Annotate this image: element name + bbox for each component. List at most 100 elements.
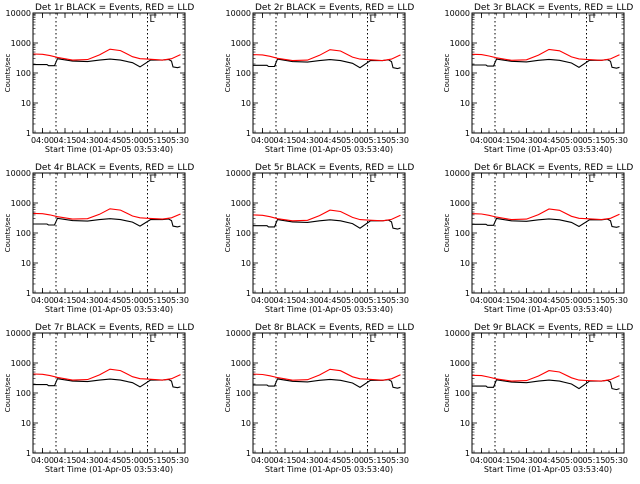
y-tick-label: 100	[236, 389, 251, 398]
x-tick-label: 05:00	[341, 456, 364, 465]
marker-annotation: L	[589, 335, 594, 345]
x-tick-label: 04:30	[296, 136, 319, 145]
panel-title: Det 1r BLACK = Events, RED = LLD	[35, 3, 194, 13]
x-tick-label: 04:00	[31, 296, 54, 305]
marker-annotation: L	[589, 175, 594, 185]
y-tick-label: 10	[21, 419, 31, 428]
x-tick-label: 05:15	[582, 296, 605, 305]
y-tick-label: 10	[460, 259, 470, 268]
x-tick-label: 04:45	[318, 296, 341, 305]
x-tick-label: 04:15	[492, 456, 515, 465]
y-tick-label: 10	[460, 99, 470, 108]
detector-panel: Det 3r BLACK = Events, RED = LLD11010010…	[443, 3, 633, 154]
x-tick-label: 04:15	[53, 456, 76, 465]
x-tick-label: 04:00	[251, 456, 274, 465]
panel-title: Det 3r BLACK = Events, RED = LLD	[474, 3, 633, 13]
x-tick-label: 04:15	[273, 456, 296, 465]
y-axis-label: Counts/sec	[224, 214, 232, 253]
panel-title: Det 5r BLACK = Events, RED = LLD	[255, 163, 414, 173]
x-axis-label: Start Time (01-Apr-05 03:53:40)	[484, 305, 612, 314]
x-tick-label: 05:30	[166, 456, 189, 465]
marker-annotation: L	[150, 15, 155, 25]
y-tick-label: 1000	[11, 199, 31, 208]
x-tick-label: 05:00	[121, 456, 144, 465]
y-tick-label: 10000	[445, 329, 470, 338]
detector-panel: Det 8r BLACK = Events, RED = LLD11010010…	[224, 323, 414, 474]
x-tick-label: 05:00	[121, 136, 144, 145]
x-tick-label: 04:45	[98, 296, 121, 305]
detector-panel: Det 7r BLACK = Events, RED = LLD11010010…	[4, 323, 194, 474]
y-tick-label: 10	[460, 419, 470, 428]
y-axis-label: Counts/sec	[443, 54, 451, 93]
y-axis-label: Counts/sec	[443, 214, 451, 253]
y-tick-label: 1000	[450, 199, 470, 208]
x-tick-label: 04:00	[251, 296, 274, 305]
y-axis-label: Counts/sec	[4, 54, 12, 93]
x-tick-label: 04:00	[470, 296, 493, 305]
x-axis-label: Start Time (01-Apr-05 03:53:40)	[265, 465, 393, 474]
x-tick-label: 04:00	[31, 136, 54, 145]
x-tick-label: 04:15	[492, 296, 515, 305]
x-tick-label: 05:15	[363, 296, 386, 305]
x-tick-label: 04:30	[76, 456, 99, 465]
lld-series-line	[473, 371, 620, 382]
y-axis-label: Counts/sec	[224, 374, 232, 413]
detector-panel: Det 1r BLACK = Events, RED = LLD11010010…	[4, 3, 194, 154]
panel-title: Det 4r BLACK = Events, RED = LLD	[35, 163, 194, 173]
x-tick-label: 05:30	[386, 136, 409, 145]
x-tick-label: 05:15	[363, 136, 386, 145]
x-tick-label: 04:45	[537, 296, 560, 305]
x-tick-label: 04:30	[515, 296, 538, 305]
y-tick-label: 10000	[6, 169, 31, 178]
panel-title: Det 9r BLACK = Events, RED = LLD	[474, 323, 633, 333]
y-axis-label: Counts/sec	[4, 214, 12, 253]
y-tick-label: 1000	[11, 359, 31, 368]
y-tick-label: 10000	[226, 169, 251, 178]
x-tick-label: 05:30	[166, 136, 189, 145]
x-tick-label: 04:00	[31, 456, 54, 465]
x-tick-label: 04:30	[296, 296, 319, 305]
x-tick-label: 04:30	[296, 456, 319, 465]
x-tick-label: 04:15	[273, 296, 296, 305]
x-tick-label: 05:30	[605, 296, 628, 305]
y-tick-label: 1000	[231, 359, 251, 368]
marker-annotation: L	[370, 175, 375, 185]
y-tick-label: 1000	[450, 39, 470, 48]
y-tick-label: 10	[21, 99, 31, 108]
y-tick-label: 10	[241, 99, 251, 108]
y-tick-label: 10	[21, 259, 31, 268]
x-tick-label: 04:45	[318, 136, 341, 145]
x-tick-label: 04:30	[76, 296, 99, 305]
x-tick-label: 05:15	[143, 136, 166, 145]
y-tick-label: 100	[455, 229, 470, 238]
detector-panel: Det 9r BLACK = Events, RED = LLD11010010…	[443, 323, 633, 474]
x-axis-label: Start Time (01-Apr-05 03:53:40)	[45, 305, 173, 314]
y-tick-label: 10	[241, 259, 251, 268]
x-axis-label: Start Time (01-Apr-05 03:53:40)	[484, 465, 612, 474]
x-tick-label: 05:30	[605, 136, 628, 145]
y-tick-label: 1000	[231, 199, 251, 208]
lld-series-line	[473, 49, 620, 60]
marker-annotation: L	[370, 15, 375, 25]
y-tick-label: 1000	[450, 359, 470, 368]
x-tick-label: 05:00	[560, 456, 583, 465]
detector-panel: Det 2r BLACK = Events, RED = LLD11010010…	[224, 3, 414, 154]
x-axis-label: Start Time (01-Apr-05 03:53:40)	[265, 305, 393, 314]
y-tick-label: 100	[236, 69, 251, 78]
lld-series-line	[254, 369, 401, 380]
y-tick-label: 100	[455, 69, 470, 78]
x-tick-label: 04:30	[515, 456, 538, 465]
panel-title: Det 7r BLACK = Events, RED = LLD	[35, 323, 194, 333]
y-tick-label: 10000	[6, 329, 31, 338]
x-tick-label: 04:45	[537, 456, 560, 465]
x-tick-label: 04:45	[98, 136, 121, 145]
x-tick-label: 04:15	[492, 136, 515, 145]
x-tick-label: 04:15	[53, 296, 76, 305]
x-tick-label: 05:00	[560, 136, 583, 145]
y-axis-label: Counts/sec	[443, 374, 451, 413]
y-tick-label: 100	[16, 389, 31, 398]
x-tick-label: 04:15	[273, 136, 296, 145]
x-tick-label: 04:15	[53, 136, 76, 145]
y-tick-label: 1000	[11, 39, 31, 48]
